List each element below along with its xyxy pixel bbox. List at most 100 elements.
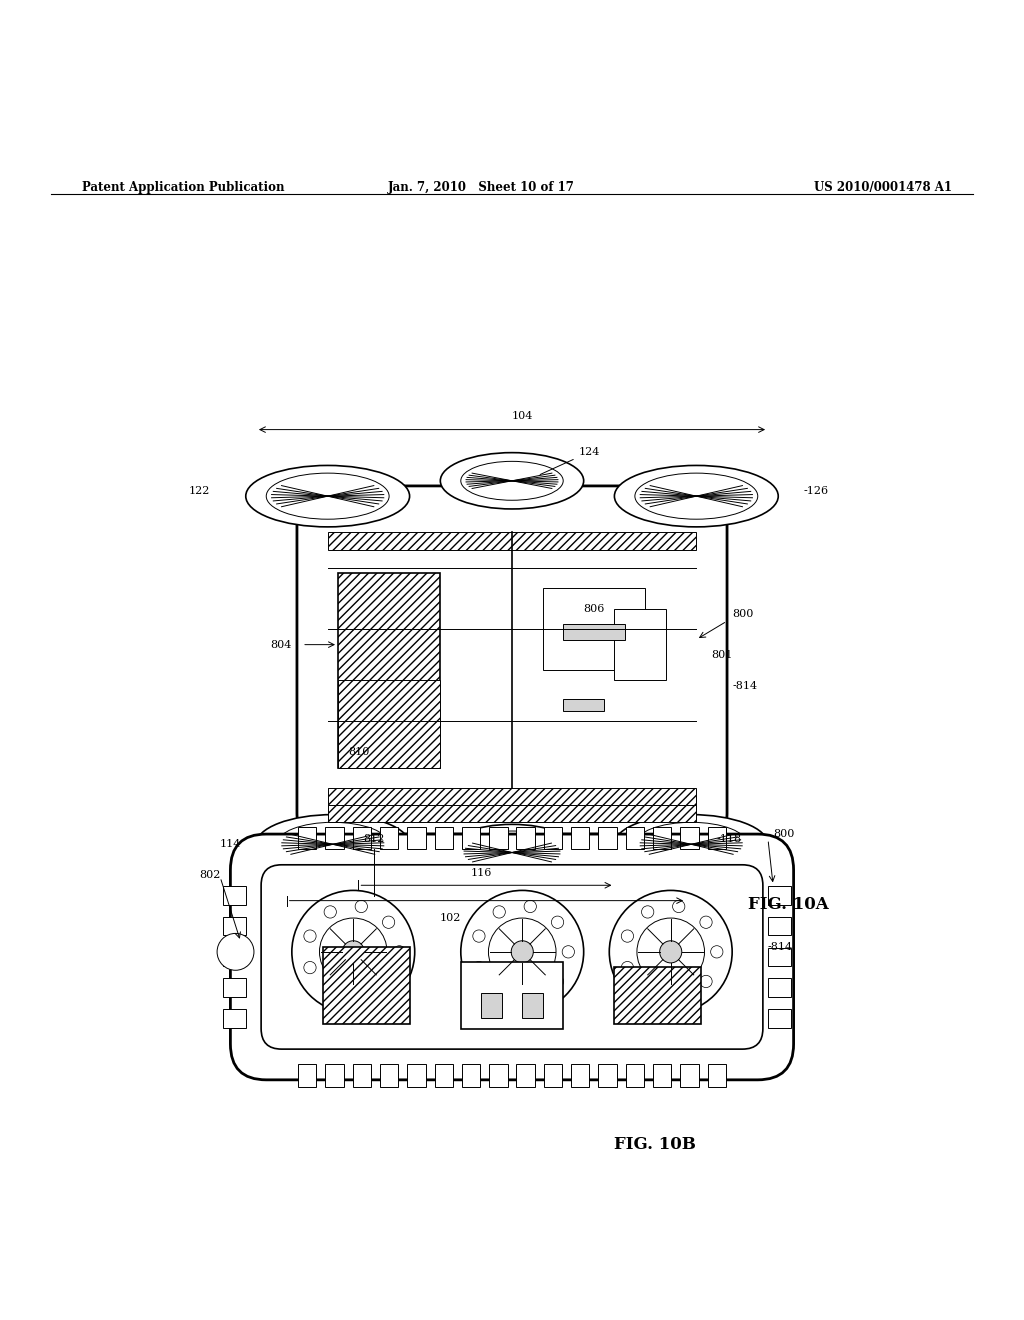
Ellipse shape bbox=[246, 466, 410, 527]
Bar bbox=[653, 1064, 672, 1086]
Bar bbox=[768, 948, 791, 966]
Bar bbox=[544, 826, 562, 850]
Circle shape bbox=[551, 975, 563, 987]
Circle shape bbox=[699, 916, 712, 928]
Bar bbox=[571, 826, 590, 850]
Circle shape bbox=[524, 900, 537, 912]
Circle shape bbox=[673, 991, 685, 1003]
Bar bbox=[408, 826, 426, 850]
Ellipse shape bbox=[461, 832, 563, 874]
Circle shape bbox=[494, 906, 506, 919]
Text: 122: 122 bbox=[188, 486, 210, 496]
Bar bbox=[768, 978, 791, 997]
Ellipse shape bbox=[461, 462, 563, 500]
Bar bbox=[223, 1010, 246, 1027]
Text: 806: 806 bbox=[584, 603, 605, 614]
Bar bbox=[598, 1064, 616, 1086]
Text: 102: 102 bbox=[440, 913, 461, 923]
Circle shape bbox=[461, 891, 584, 1014]
Bar bbox=[223, 886, 246, 904]
Bar bbox=[708, 1064, 726, 1086]
Text: 804: 804 bbox=[270, 640, 292, 649]
Circle shape bbox=[304, 961, 316, 974]
Circle shape bbox=[217, 933, 254, 970]
Ellipse shape bbox=[635, 473, 758, 519]
Bar bbox=[481, 993, 502, 1019]
Circle shape bbox=[324, 906, 336, 919]
Bar bbox=[223, 917, 246, 936]
Bar bbox=[461, 962, 563, 1028]
Circle shape bbox=[641, 986, 654, 998]
Circle shape bbox=[711, 945, 723, 958]
Ellipse shape bbox=[440, 453, 584, 510]
Circle shape bbox=[304, 929, 316, 942]
Bar bbox=[598, 826, 616, 850]
Circle shape bbox=[562, 945, 574, 958]
Bar bbox=[338, 681, 440, 767]
Bar bbox=[223, 948, 246, 966]
Circle shape bbox=[319, 917, 387, 986]
Ellipse shape bbox=[614, 814, 768, 874]
Bar bbox=[708, 826, 726, 850]
Text: Jan. 7, 2010   Sheet 10 of 17: Jan. 7, 2010 Sheet 10 of 17 bbox=[388, 181, 574, 194]
Circle shape bbox=[382, 975, 394, 987]
Circle shape bbox=[382, 916, 394, 928]
Text: 800: 800 bbox=[773, 829, 795, 840]
Bar bbox=[768, 886, 791, 904]
Bar bbox=[522, 993, 543, 1019]
Text: FIG. 10B: FIG. 10B bbox=[614, 1137, 696, 1154]
Bar bbox=[328, 805, 696, 822]
Bar bbox=[614, 609, 666, 681]
Circle shape bbox=[488, 917, 556, 986]
Circle shape bbox=[524, 991, 537, 1003]
Text: 800: 800 bbox=[732, 609, 754, 619]
Text: FIG. 10A: FIG. 10A bbox=[748, 895, 828, 912]
Bar bbox=[326, 826, 344, 850]
Text: Patent Application Publication: Patent Application Publication bbox=[82, 181, 285, 194]
Bar bbox=[680, 1064, 698, 1086]
FancyBboxPatch shape bbox=[261, 865, 763, 1049]
Circle shape bbox=[473, 961, 485, 974]
Text: -126: -126 bbox=[804, 486, 829, 496]
Bar bbox=[380, 826, 398, 850]
Bar bbox=[543, 589, 645, 671]
Text: 116: 116 bbox=[471, 869, 492, 878]
Circle shape bbox=[473, 929, 485, 942]
Ellipse shape bbox=[266, 473, 389, 519]
Bar bbox=[626, 1064, 644, 1086]
Circle shape bbox=[355, 991, 368, 1003]
Circle shape bbox=[324, 986, 336, 998]
Ellipse shape bbox=[635, 822, 748, 866]
Bar bbox=[223, 978, 246, 997]
Bar bbox=[516, 1064, 535, 1086]
Bar bbox=[462, 1064, 480, 1086]
Text: -118: -118 bbox=[717, 834, 742, 845]
Circle shape bbox=[511, 941, 534, 962]
Bar bbox=[489, 1064, 508, 1086]
Circle shape bbox=[699, 975, 712, 987]
Bar bbox=[380, 1064, 398, 1086]
Text: 802: 802 bbox=[199, 870, 220, 880]
Bar bbox=[571, 1064, 590, 1086]
Circle shape bbox=[641, 906, 654, 919]
Text: 810: 810 bbox=[348, 747, 370, 758]
Bar bbox=[768, 1010, 791, 1027]
Bar bbox=[328, 788, 696, 807]
Text: 801: 801 bbox=[712, 649, 733, 660]
Text: US 2010/0001478 A1: US 2010/0001478 A1 bbox=[814, 181, 952, 194]
Ellipse shape bbox=[276, 822, 389, 866]
Bar bbox=[626, 826, 644, 850]
Text: 104: 104 bbox=[512, 412, 532, 421]
Bar bbox=[563, 698, 604, 711]
Ellipse shape bbox=[614, 466, 778, 527]
Bar bbox=[614, 968, 701, 1023]
Ellipse shape bbox=[445, 825, 579, 880]
Bar bbox=[408, 1064, 426, 1086]
Text: 114: 114 bbox=[219, 840, 241, 849]
Bar bbox=[326, 1064, 344, 1086]
Bar bbox=[462, 826, 480, 850]
Text: 812: 812 bbox=[364, 834, 384, 845]
Bar bbox=[544, 1064, 562, 1086]
Bar bbox=[434, 1064, 453, 1086]
Circle shape bbox=[673, 900, 685, 912]
